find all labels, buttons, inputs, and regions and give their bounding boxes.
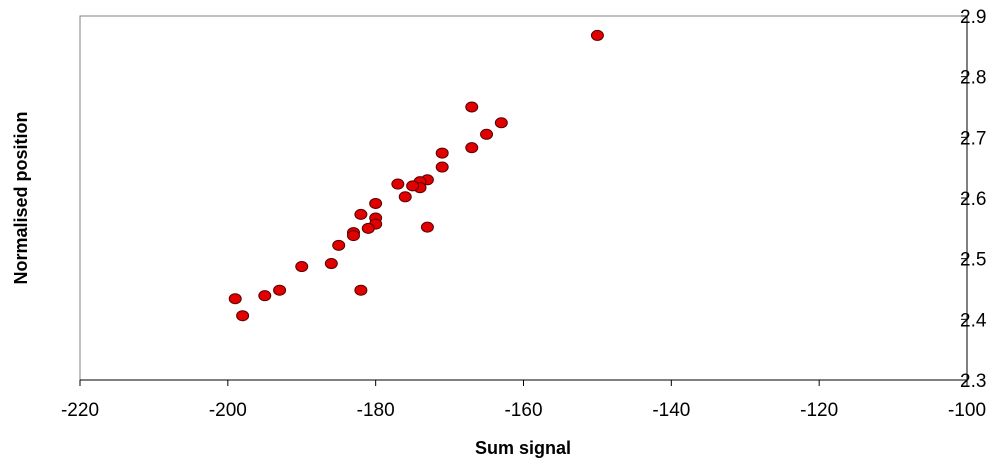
y-tick-label: 2.5	[960, 250, 986, 271]
data-point	[435, 147, 449, 159]
y-tick-label: 2.6	[960, 189, 986, 210]
data-point	[420, 221, 434, 233]
x-tick-label: -120	[800, 400, 838, 421]
data-point	[406, 180, 420, 192]
data-point	[354, 208, 368, 220]
y-tick-label: 2.4	[960, 310, 987, 331]
y-tick-label: 2.7	[960, 128, 986, 149]
data-point	[228, 293, 242, 305]
x-axis-title: Sum signal	[475, 438, 571, 458]
data-point	[398, 191, 412, 203]
data-point	[295, 261, 309, 273]
data-point	[324, 258, 338, 270]
x-tick-label: -100	[948, 400, 986, 421]
data-point	[465, 101, 479, 113]
data-point	[273, 284, 287, 296]
y-tick-label: 2.9	[960, 7, 986, 28]
data-point	[361, 222, 375, 234]
x-tick-label: -180	[357, 400, 395, 421]
y-axis-ticks: 2.3 2.4 2.5 2.6 2.7 2.8 2.9	[960, 7, 987, 392]
data-point	[435, 161, 449, 173]
y-axis-title: Normalised position	[11, 111, 31, 284]
y-tick-label: 2.3	[960, 371, 986, 392]
plot-area-frame	[79, 15, 968, 381]
x-tick-label: -140	[652, 400, 690, 421]
data-point	[494, 117, 508, 129]
data-points	[228, 29, 604, 322]
data-point	[236, 310, 250, 322]
data-point	[346, 230, 360, 242]
x-tick-label: -220	[61, 400, 99, 421]
data-point	[354, 284, 368, 296]
data-point	[369, 197, 383, 209]
data-point	[258, 290, 272, 302]
x-tick-label: -200	[209, 400, 247, 421]
x-axis-ticks: -220 -200 -180 -160 -140 -120 -100	[61, 380, 986, 421]
data-point	[590, 29, 604, 41]
x-tick-label: -160	[504, 400, 542, 421]
y-tick-label: 2.8	[960, 68, 986, 89]
data-point	[391, 178, 405, 190]
data-point	[480, 128, 494, 140]
data-point	[332, 239, 346, 251]
data-point	[465, 142, 479, 154]
